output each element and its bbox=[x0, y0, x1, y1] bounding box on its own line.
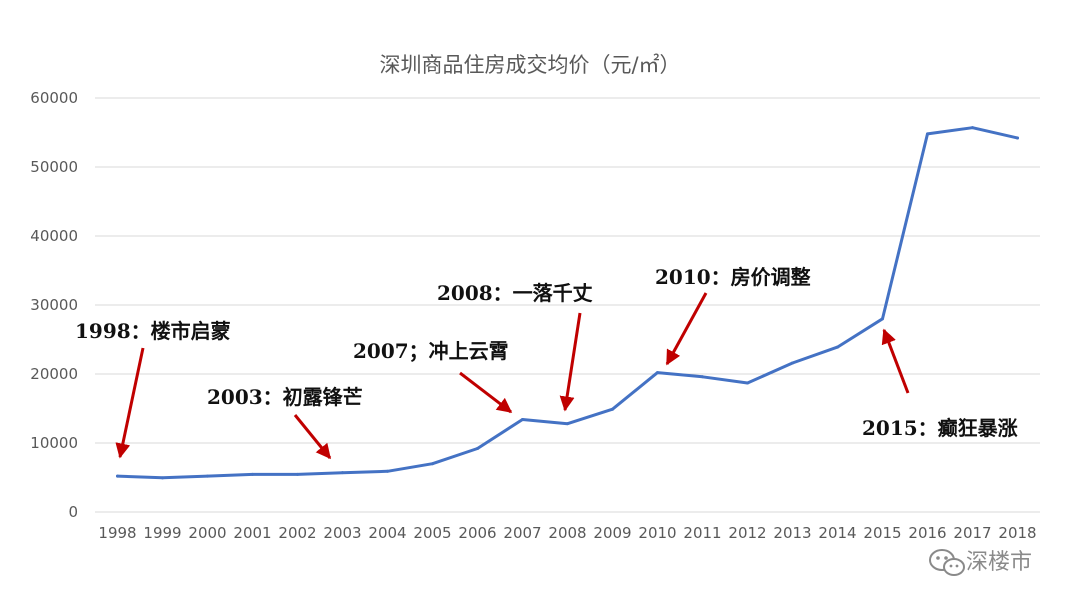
data-point bbox=[926, 132, 929, 136]
x-tick-label: 2011 bbox=[683, 524, 721, 542]
watermark-text: 深楼市 bbox=[966, 550, 1032, 575]
x-tick-label: 2015 bbox=[863, 524, 901, 542]
series bbox=[116, 126, 1019, 480]
annotation-2003: 2003：初露锋芒 bbox=[207, 385, 363, 409]
data-point bbox=[836, 345, 839, 349]
x-tick-label: 2002 bbox=[278, 524, 316, 542]
annotations: 1998：楼市启蒙 2003：初露锋芒 2007；冲上云霄 2008：一落千丈 … bbox=[75, 265, 1018, 440]
annotation-arrows bbox=[115, 292, 910, 460]
annotation-1998: 1998：楼市启蒙 bbox=[75, 319, 231, 343]
x-tick-label: 2009 bbox=[593, 524, 631, 542]
data-point bbox=[116, 474, 119, 478]
arrow-2007 bbox=[459, 371, 513, 414]
y-tick-label: 40000 bbox=[30, 227, 78, 245]
data-point bbox=[701, 375, 704, 379]
data-point bbox=[386, 469, 389, 473]
x-tick-label: 2007 bbox=[503, 524, 541, 542]
data-point bbox=[881, 317, 884, 321]
x-tick-label: 2000 bbox=[188, 524, 226, 542]
x-tick-label: 2013 bbox=[773, 524, 811, 542]
arrow-1998 bbox=[115, 347, 145, 459]
arrow-2008 bbox=[559, 312, 582, 412]
x-tick-label: 2012 bbox=[728, 524, 766, 542]
y-tick-label: 20000 bbox=[30, 365, 78, 383]
wechat-icon bbox=[929, 549, 965, 576]
data-point bbox=[791, 361, 794, 365]
arrow-2003 bbox=[293, 414, 332, 460]
annotation-2015: 2015：癫狂暴涨 bbox=[862, 416, 1018, 440]
arrow-2015 bbox=[881, 328, 910, 394]
y-tick-label: 60000 bbox=[30, 89, 78, 107]
y-tick-label: 30000 bbox=[30, 296, 78, 314]
data-point bbox=[341, 471, 344, 475]
data-point bbox=[251, 472, 254, 476]
x-tick-label: 2018 bbox=[998, 524, 1036, 542]
data-point bbox=[296, 472, 299, 476]
data-point bbox=[431, 462, 434, 466]
x-tick-label: 1999 bbox=[143, 524, 181, 542]
x-tick-label: 1998 bbox=[98, 524, 136, 542]
grid bbox=[95, 97, 1040, 513]
data-point bbox=[206, 474, 209, 478]
watermark: 深楼市 bbox=[929, 549, 1032, 576]
arrow-2010 bbox=[665, 292, 708, 366]
chart-title: 深圳商品住房成交均价（元/㎡） bbox=[379, 53, 680, 77]
data-point bbox=[971, 126, 974, 130]
data-point bbox=[161, 476, 164, 480]
x-tick-label: 2006 bbox=[458, 524, 496, 542]
data-point bbox=[566, 422, 569, 426]
x-tick-label: 2008 bbox=[548, 524, 586, 542]
x-tick-label: 2004 bbox=[368, 524, 406, 542]
annotation-2007: 2007；冲上云霄 bbox=[353, 339, 509, 363]
x-tick-label: 2005 bbox=[413, 524, 451, 542]
x-tick-label: 2010 bbox=[638, 524, 676, 542]
data-point bbox=[1016, 136, 1019, 140]
x-tick-label: 2014 bbox=[818, 524, 856, 542]
data-point bbox=[611, 407, 614, 411]
x-tick-label: 2017 bbox=[953, 524, 991, 542]
y-tick-label: 50000 bbox=[30, 158, 78, 176]
annotation-2010: 2010：房价调整 bbox=[655, 265, 811, 289]
annotation-2008: 2008：一落千丈 bbox=[437, 281, 593, 305]
data-point bbox=[476, 447, 479, 451]
x-tick-label: 2003 bbox=[323, 524, 361, 542]
x-axis: 1998 1999 2000 2001 2002 2003 2004 2005 2006 2007… bbox=[98, 524, 1036, 542]
data-point bbox=[746, 381, 749, 385]
y-axis: 0 10000 20000 30000 40000 50000 60000 bbox=[30, 89, 78, 521]
data-point bbox=[521, 418, 524, 422]
x-tick-label: 2001 bbox=[233, 524, 271, 542]
x-tick-label: 2016 bbox=[908, 524, 946, 542]
y-tick-label: 10000 bbox=[30, 434, 78, 452]
data-point bbox=[656, 371, 659, 375]
y-tick-label: 0 bbox=[68, 503, 78, 521]
